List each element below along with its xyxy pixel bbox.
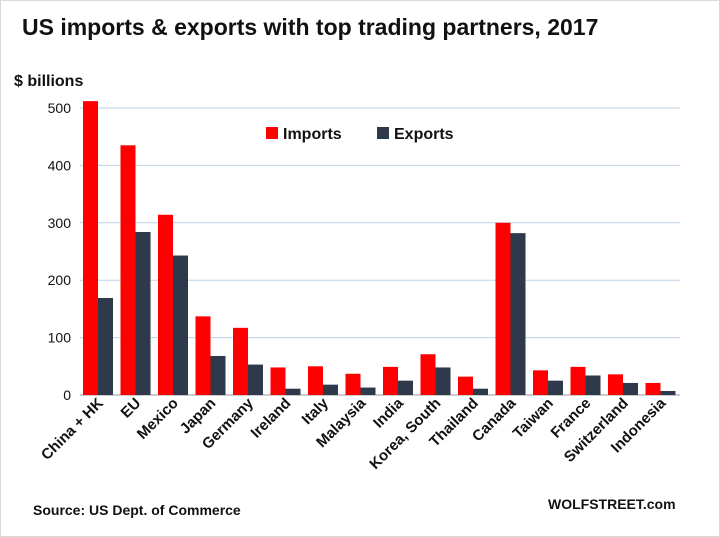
y-tick-label: 300 xyxy=(48,215,72,231)
bar-exports xyxy=(398,380,413,395)
bar-imports xyxy=(233,327,248,395)
bar-exports xyxy=(98,297,113,395)
bar-exports xyxy=(660,390,676,395)
y-tick-label: 0 xyxy=(63,387,71,403)
x-tick-label: Italy xyxy=(299,394,333,428)
bar-exports xyxy=(585,375,601,395)
x-tick-label: Ireland xyxy=(248,395,295,442)
bar-exports xyxy=(135,231,151,395)
bar-imports xyxy=(533,370,548,395)
y-tick-label: 400 xyxy=(48,157,72,173)
x-tick-label: EU xyxy=(118,395,145,422)
bar-imports xyxy=(195,316,211,395)
bar-imports xyxy=(608,374,623,395)
y-tick-label: 200 xyxy=(48,272,72,288)
bar-imports xyxy=(120,145,136,395)
x-tick-label: Taiwan xyxy=(510,395,557,442)
bar-exports xyxy=(323,384,338,395)
bar-imports xyxy=(420,354,436,395)
bar-exports xyxy=(473,388,488,395)
bar-imports xyxy=(645,382,661,395)
chart-title: US imports & exports with top trading pa… xyxy=(22,14,599,40)
bar-exports xyxy=(548,380,563,395)
x-tick-label: China + HK xyxy=(38,395,107,464)
legend-swatch-exports xyxy=(377,127,389,139)
brand-label: WOLFSTREET.com xyxy=(548,496,676,512)
bar-imports xyxy=(458,376,473,395)
bar-exports xyxy=(360,387,376,395)
bar-imports xyxy=(345,373,361,395)
bar-imports xyxy=(570,366,586,395)
bar-exports xyxy=(210,355,226,395)
bar-imports xyxy=(495,222,511,395)
bar-imports xyxy=(308,366,323,395)
legend-label-exports: Exports xyxy=(394,126,454,143)
y-tick-label: 100 xyxy=(48,330,72,346)
bar-imports xyxy=(158,214,173,395)
bar-exports xyxy=(285,388,301,395)
bar-exports xyxy=(248,364,263,395)
y-tick-label: 500 xyxy=(48,100,72,116)
bar-exports xyxy=(435,367,451,395)
bar-exports xyxy=(623,382,638,395)
bar-imports xyxy=(83,101,98,395)
y-axis-unit-label: $ billions xyxy=(14,73,84,90)
legend-swatch-imports xyxy=(266,127,278,139)
legend-label-imports: Imports xyxy=(283,126,342,143)
source-note: Source: US Dept. of Commerce xyxy=(33,502,241,518)
bar-imports xyxy=(270,367,286,395)
x-tick-label: Mexico xyxy=(134,395,182,443)
bar-imports xyxy=(383,366,398,395)
bar-exports xyxy=(173,255,188,395)
bar-exports xyxy=(510,233,526,395)
